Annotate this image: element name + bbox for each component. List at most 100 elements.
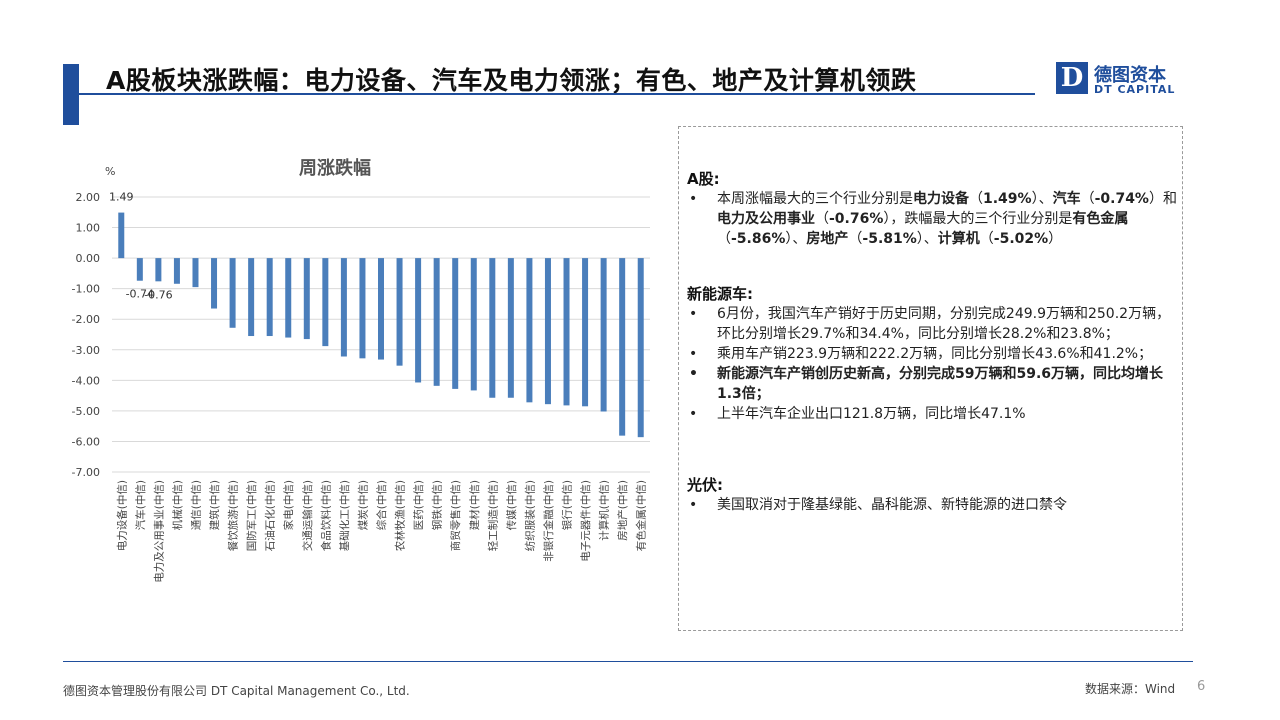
bar: [322, 258, 329, 347]
text-part: （: [969, 191, 983, 207]
x-tick-label: 有色金属(中信): [635, 480, 648, 551]
page-number: 6: [1197, 679, 1206, 694]
nev-item: 新能源汽车产销创历史新高，分别完成59万辆和59.6万辆，同比均增长1.3倍；: [687, 364, 1177, 404]
y-tick-label: -5.00: [72, 405, 100, 418]
bar: [415, 258, 422, 383]
x-tick-label: 石油石化(中信): [264, 480, 277, 551]
x-tick-label: 通信(中信): [189, 480, 202, 530]
x-tick-label: 传媒(中信): [505, 480, 518, 530]
text-part: ）: [1048, 231, 1063, 247]
bar: [526, 258, 533, 403]
y-tick-label: 1.00: [76, 222, 101, 235]
text-part: 有色金属: [1072, 211, 1129, 227]
text-part: -5.86%: [731, 231, 786, 247]
text-part: 电力及公用事业: [717, 211, 815, 227]
x-tick-label: 房地产(中信): [616, 480, 629, 541]
bar: [359, 258, 366, 359]
page-title: A股板块涨跌幅：电力设备、汽车及电力领涨；有色、地产及计算机领跌: [106, 66, 917, 95]
y-tick-label: -7.00: [72, 466, 100, 479]
pv-section: 光伏: 美国取消对于隆基绿能、晶科能源、新特能源的进口禁令: [687, 475, 1177, 515]
bar: [118, 212, 125, 259]
text-part: （: [717, 231, 731, 247]
text-part: ）、: [785, 231, 807, 247]
bar: [563, 258, 570, 406]
bar: [211, 258, 218, 309]
bar: [582, 258, 589, 407]
logo-english-name: DT CAPITAL: [1094, 83, 1176, 96]
bar: [433, 258, 440, 386]
bar: [600, 258, 607, 412]
text-part: 1.49%: [983, 191, 1032, 207]
x-tick-label: 钢铁(中信): [431, 480, 444, 530]
text-part: （: [815, 211, 829, 227]
y-tick-label: -2.00: [72, 313, 100, 326]
bar: [340, 258, 347, 357]
bar: [637, 258, 644, 438]
text-part: -5.81%: [862, 231, 917, 247]
chart-title: 周涨跌幅: [299, 158, 371, 179]
y-tick-label: -3.00: [72, 344, 100, 357]
nev-heading: 新能源车:: [687, 285, 753, 303]
text-part: ）、: [916, 231, 938, 247]
a-share-heading: A股:: [687, 170, 720, 188]
text-part: 本周涨幅最大的三个行业分别是: [717, 191, 913, 207]
bar: [619, 258, 626, 436]
y-tick-label: -6.00: [72, 435, 100, 448]
text-part: （: [848, 231, 863, 247]
bar: [192, 258, 199, 288]
x-tick-label: 非银行金融(中信): [542, 480, 555, 562]
title-accent-bar: [63, 64, 79, 125]
data-label: -0.76: [144, 288, 172, 301]
footer-company: 德图资本管理股份有限公司 DT Capital Management Co., …: [63, 684, 410, 698]
y-tick-label: 0.00: [76, 252, 101, 265]
nev-item: 6月份，我国汽车产销好于历史同期，分别完成249.9万辆和250.2万辆，环比分…: [687, 304, 1177, 344]
x-tick-label: 综合(中信): [375, 480, 388, 530]
text-part: 计算机: [937, 231, 980, 247]
bar: [470, 258, 477, 391]
x-tick-label: 轻工制造(中信): [486, 480, 499, 551]
footer-divider: [63, 661, 1193, 662]
x-tick-label: 医药(中信): [412, 480, 425, 530]
bar: [155, 258, 162, 282]
x-tick-label: 农林牧渔(中信): [394, 480, 407, 551]
x-tick-label: 机械(中信): [171, 480, 184, 530]
title-underline: [79, 93, 1035, 95]
chart-svg: % 2.00 1.00 0.00 -1.00 -2.00 -3.00 -4.00 -5.00 -6…: [72, 165, 650, 583]
x-tick-label: 交通运输(中信): [301, 480, 314, 551]
pv-heading: 光伏:: [687, 476, 723, 494]
x-tick-label: 商贸零售(中信): [449, 480, 462, 551]
nev-item: 上半年汽车企业出口121.8万辆，同比增长47.1%: [687, 404, 1177, 424]
nev-item: 乘用车产销223.9万辆和222.2万辆，同比分别增长43.6%和41.2%；: [687, 344, 1177, 364]
text-part: （: [979, 231, 994, 247]
data-source: 数据来源：Wind: [1085, 682, 1176, 696]
pv-item: 美国取消对于隆基绿能、晶科能源、新特能源的进口禁令: [687, 495, 1177, 515]
bar: [452, 258, 459, 389]
bar: [248, 258, 255, 337]
bar: [173, 258, 180, 284]
data-label: -0.74: [126, 288, 154, 301]
x-tick-label: 建筑(中信): [208, 480, 221, 530]
bar: [285, 258, 292, 338]
bar: [489, 258, 496, 398]
text-part: （: [1080, 191, 1095, 207]
x-tick-label: 餐饮旅游(中信): [227, 480, 240, 551]
y-tick-label: 2.00: [76, 191, 101, 204]
text-part: -0.74%: [1094, 191, 1149, 207]
text-part: ）、: [1031, 191, 1053, 207]
data-label: 1.49: [109, 191, 134, 204]
x-tick-label: 家电(中信): [282, 480, 295, 530]
x-tick-label: 银行(中信): [561, 480, 574, 530]
x-tick-label: 基础化工(中信): [338, 480, 351, 551]
weekly-change-chart: 周涨跌幅 % 2.00 1.00 0.00 -1.00 -2.00 -3.00 -4.00 -5…: [60, 140, 660, 600]
x-tick-label: 电力及公用事业(中信): [152, 480, 165, 583]
x-tick-label: 纺织服装(中信): [523, 480, 536, 551]
x-tick-label: 食品饮料(中信): [319, 480, 332, 551]
nev-section: 新能源车: 6月份，我国汽车产销好于历史同期，分别完成249.9万辆和250.2…: [687, 284, 1177, 424]
x-tick-label: 计算机(中信): [598, 480, 611, 541]
x-tick-label: 电力设备(中信): [115, 480, 128, 551]
company-logo: D 德图资本 DT CAPITAL: [1056, 62, 1180, 98]
text-part: 房地产: [806, 231, 849, 247]
bar: [378, 258, 384, 360]
text-part: -5.02%: [993, 231, 1049, 247]
text-part: ），跌幅最大的三个行业分别是: [883, 211, 1073, 227]
